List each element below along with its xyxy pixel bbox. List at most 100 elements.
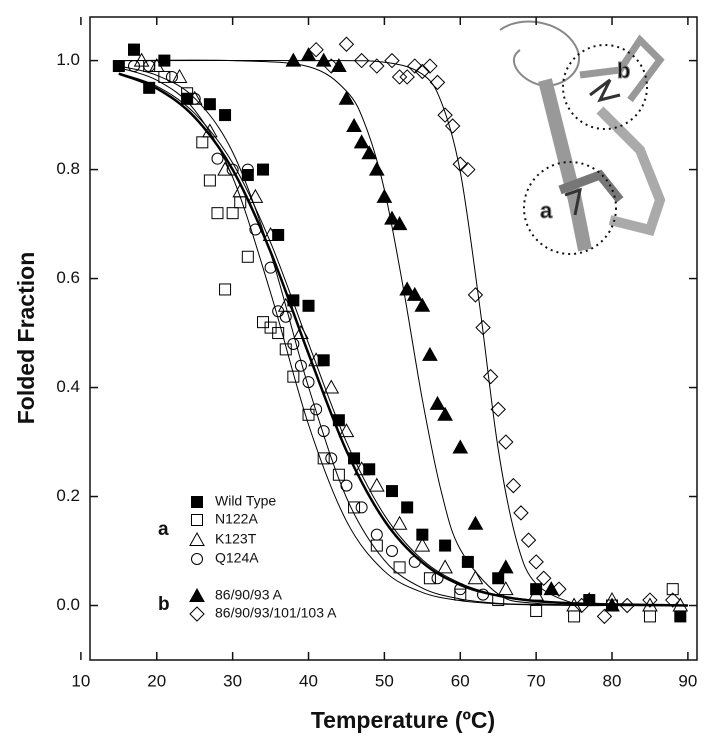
marker-square <box>401 501 414 514</box>
marker-diamond <box>520 532 537 548</box>
marker-circle <box>249 223 262 236</box>
marker-square <box>348 452 361 465</box>
marker-triangle <box>353 134 370 149</box>
marker-square <box>203 98 216 111</box>
marker-diamond <box>573 597 590 614</box>
marker-triangle <box>422 346 438 361</box>
marker-square <box>461 555 474 568</box>
marker-square <box>158 70 171 83</box>
marker-diamond <box>391 69 408 85</box>
marker-diamond <box>475 319 491 336</box>
marker-circle <box>279 310 292 323</box>
marker-circle <box>340 479 353 492</box>
marker-triangle <box>285 52 302 67</box>
marker-square <box>332 414 345 427</box>
marker-square <box>423 572 436 585</box>
marker-square <box>196 136 209 149</box>
marker-diamond <box>369 58 385 74</box>
marker-triangle <box>497 559 514 574</box>
marker-triangle <box>467 515 484 530</box>
legend-entry: K123T <box>189 531 257 547</box>
marker-diamond <box>505 477 522 494</box>
marker-square <box>219 283 232 296</box>
fit-curve <box>118 67 688 607</box>
fit-curve <box>118 72 688 607</box>
marker-square <box>226 207 239 220</box>
marker-circle <box>408 555 421 568</box>
marker-square <box>332 468 345 481</box>
marker-triangle <box>399 281 416 296</box>
marker-triangle <box>308 352 324 367</box>
marker-triangle <box>217 161 233 176</box>
marker-circle <box>477 588 490 601</box>
marker-circle <box>302 376 315 389</box>
x-tick-label: 20 <box>147 671 166 690</box>
marker-diamond <box>414 63 431 80</box>
marker-diamond <box>482 368 499 385</box>
marker-square <box>219 109 232 122</box>
marker-diamond <box>619 597 635 614</box>
marker-diamond <box>513 505 529 521</box>
marker-triangle <box>202 123 218 138</box>
y-tick-label: 0.0 <box>56 595 80 614</box>
side-chain <box>589 78 621 103</box>
marker-triangle <box>467 570 484 585</box>
region-circle <box>562 44 648 130</box>
region-label: b <box>617 58 630 83</box>
marker-square <box>211 207 224 220</box>
marker-diamond <box>452 156 468 172</box>
legend-label: 86/90/93/101/103 A <box>215 605 337 621</box>
y-axis-label: Folded Fraction <box>13 252 39 425</box>
marker-square <box>317 354 330 367</box>
marker-circle <box>188 92 201 105</box>
sheet <box>579 34 665 103</box>
marker-triangle <box>566 597 582 612</box>
marker-triangle <box>148 58 165 73</box>
x-tick-label: 50 <box>375 671 394 690</box>
marker-diamond <box>596 608 613 625</box>
marker-diamond <box>407 58 423 74</box>
marker-diamond <box>536 570 552 586</box>
marker-diamond <box>384 52 400 69</box>
legend-label: Wild Type <box>215 493 276 509</box>
x-tick-label: 80 <box>603 671 622 690</box>
marker-triangle <box>361 145 378 160</box>
marker-circle <box>241 163 254 176</box>
fit-curve <box>118 59 688 607</box>
marker-triangle <box>642 597 658 612</box>
marker-triangle <box>323 379 340 394</box>
marker-triangle <box>262 226 279 241</box>
marker-diamond <box>189 606 205 622</box>
legend-entry: N122A <box>191 511 258 527</box>
marker-square <box>143 81 156 94</box>
marker-triangle <box>406 286 423 301</box>
marker-circle <box>264 261 277 274</box>
marker-triangle <box>376 188 393 203</box>
marker-square <box>287 294 300 307</box>
helix <box>538 78 592 252</box>
x-tick-label: 40 <box>299 671 318 690</box>
legend-label: N122A <box>215 511 258 527</box>
marker-square <box>439 539 452 552</box>
marker-diamond <box>353 52 370 69</box>
marker-triangle <box>189 531 205 546</box>
marker-diamond <box>429 74 446 91</box>
x-tick-label: 90 <box>678 671 697 690</box>
marker-square <box>191 514 203 526</box>
marker-triangle <box>391 515 408 530</box>
marker-triangle <box>452 439 469 454</box>
marker-triangle <box>189 587 205 602</box>
marker-circle <box>355 501 368 514</box>
x-tick-label: 10 <box>71 671 90 690</box>
marker-triangle <box>293 325 309 340</box>
marker-diamond <box>642 592 658 608</box>
marker-square <box>454 588 467 601</box>
x-tick-label: 70 <box>527 671 546 690</box>
marker-triangle <box>391 216 408 231</box>
marker-circle <box>211 152 224 165</box>
marker-square <box>112 60 125 73</box>
marker-circle <box>385 545 398 558</box>
marker-diamond <box>399 69 415 85</box>
legend-label: K123T <box>215 531 257 547</box>
marker-diamond <box>665 592 681 608</box>
